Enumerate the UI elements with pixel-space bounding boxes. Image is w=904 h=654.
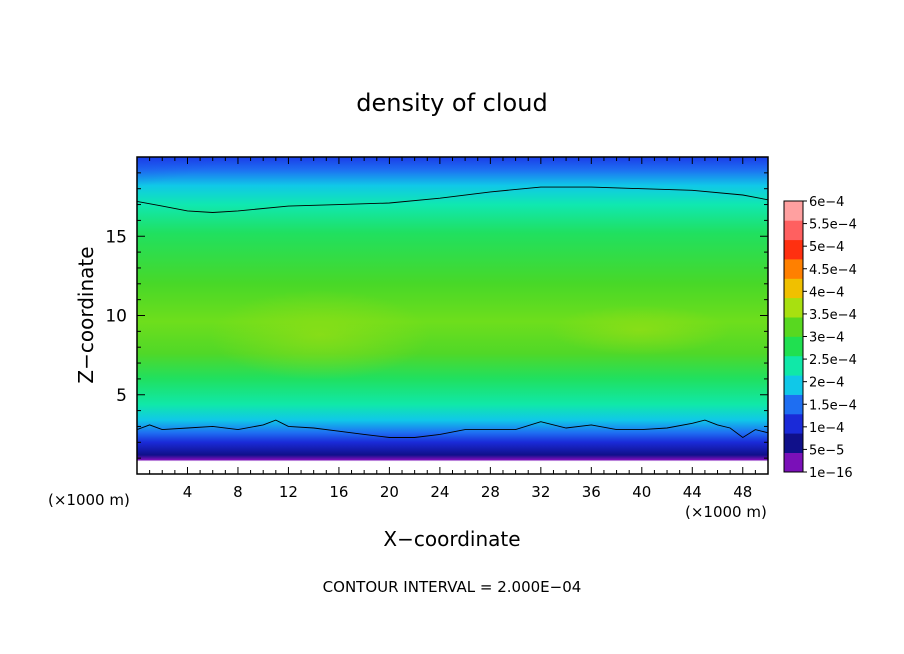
- colorbar-swatch: [784, 375, 803, 395]
- colorbar-swatch: [784, 201, 803, 221]
- colorbar: 1e−16 5e−5 1e−4 1.5e−4 2e−4 2.5e−4 3e−4 3.5e−4 4…: [783, 195, 857, 481]
- x-tick-label: 4: [183, 483, 193, 501]
- x-unit-left: (×1000 m): [48, 491, 130, 509]
- colorbar-swatch: [784, 220, 803, 241]
- y-axis-label: Z−coordinate: [74, 246, 98, 383]
- colorbar-label: 1e−4: [809, 421, 844, 436]
- colorbar-swatch: [784, 394, 803, 415]
- colorbar-label: 5.5e−4: [809, 218, 857, 233]
- y-tick-label: 15: [105, 227, 127, 247]
- x-tick-label: 8: [233, 483, 243, 501]
- x-tick-label: 40: [632, 483, 651, 501]
- contour-lines: [137, 186, 768, 439]
- colorbar-swatch: [784, 239, 803, 260]
- mid-level-high-density: [210, 290, 430, 380]
- colorbar-label: 5e−5: [809, 443, 844, 458]
- colorbar-swatch: [784, 433, 803, 453]
- x-tick-label: 48: [733, 483, 752, 501]
- x-tick-label: 32: [531, 483, 550, 501]
- colorbar-label: 3e−4: [809, 331, 844, 346]
- contour-interval: CONTOUR INTERVAL = 2.000E−04: [323, 578, 582, 596]
- x-tick-label: 16: [329, 483, 348, 501]
- colorbar-label: 1e−16: [809, 466, 853, 481]
- colorbar-swatch: [784, 259, 803, 279]
- colorbar-label: 1.5e−4: [809, 398, 857, 413]
- plot-field: [137, 157, 768, 474]
- y-tick-label: 5: [116, 386, 127, 406]
- x-unit-right: (×1000 m): [685, 503, 767, 521]
- colorbar-label: 6e−4: [809, 195, 844, 210]
- x-tick-label: 24: [430, 483, 449, 501]
- x-tick-label: 20: [380, 483, 399, 501]
- colorbar-label: 5e−4: [809, 240, 844, 255]
- contour-line: [137, 419, 768, 439]
- y-axis: 5 10 15: [105, 172, 768, 459]
- colorbar-label: 2.5e−4: [809, 353, 857, 368]
- upper-left-low-density: [137, 157, 260, 198]
- colorbar-swatch: [784, 317, 803, 337]
- x-tick-label: 28: [481, 483, 500, 501]
- colorbar-swatch: [784, 355, 803, 376]
- y-tick-label: 10: [105, 307, 127, 327]
- colorbar-label: 3.5e−4: [809, 308, 857, 323]
- x-axis: 4 8 12 16 20 24 28 32 36 40 44 48: [149, 157, 756, 501]
- colorbar-label: 4.5e−4: [809, 263, 857, 278]
- colorbar-swatch: [784, 452, 803, 473]
- x-tick-label: 12: [279, 483, 298, 501]
- colorbar-swatch: [784, 297, 803, 318]
- x-tick-label: 44: [683, 483, 702, 501]
- contour-line: [137, 186, 768, 213]
- colorbar-swatch: [784, 413, 803, 434]
- x-axis-label: X−coordinate: [383, 527, 520, 551]
- colorbar-label: 4e−4: [809, 285, 844, 300]
- x-tick-label: 36: [582, 483, 601, 501]
- colorbar-label: 2e−4: [809, 376, 844, 391]
- colorbar-swatch: [784, 278, 803, 299]
- chart-title: density of cloud: [356, 89, 547, 117]
- right-mid-high-density: [550, 305, 730, 355]
- colorbar-swatch: [784, 336, 803, 357]
